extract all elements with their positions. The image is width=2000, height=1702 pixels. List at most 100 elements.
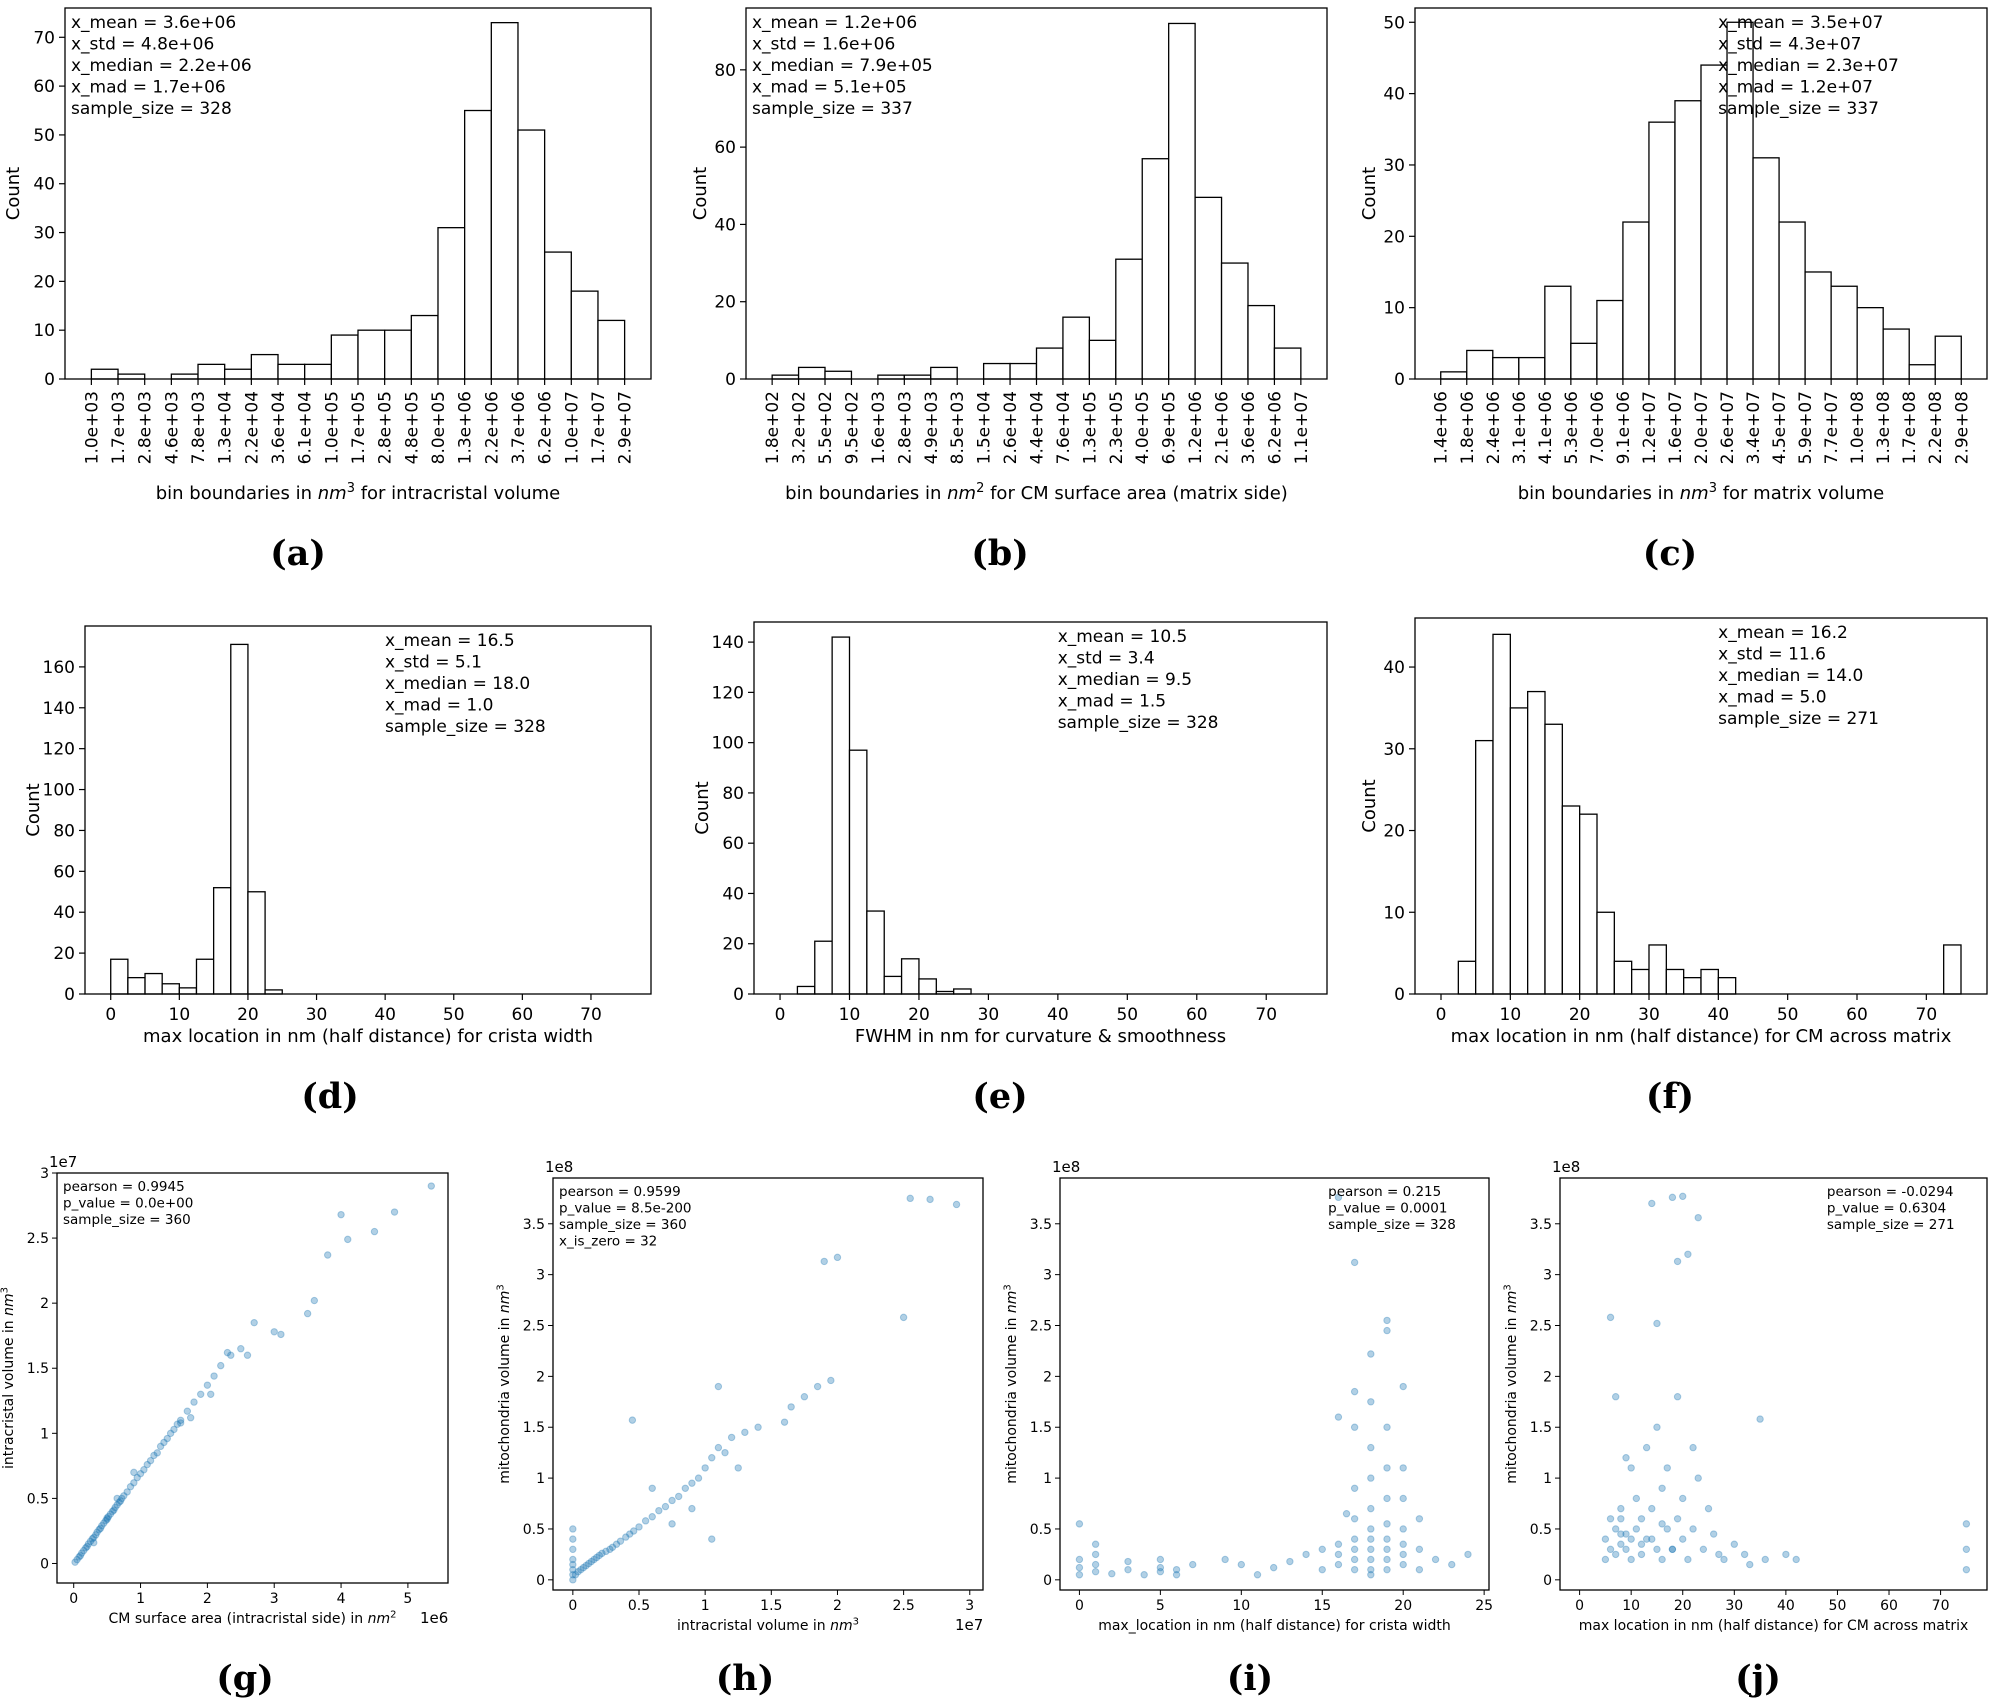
scatter-crista-width-vs-mitochondria-volume: 0 5 10 15 20 25 0 0.5 1 1.5 2 2.5 3 3.5 max_location i… bbox=[1002, 1158, 1493, 1634]
y-tick-label: 100 bbox=[43, 781, 75, 801]
histogram-bar bbox=[1908, 364, 1936, 380]
y-tick-label: 1 bbox=[536, 1471, 545, 1487]
x-tick-label: 20 bbox=[1394, 1598, 1412, 1614]
scatter-point bbox=[787, 1403, 795, 1411]
histogram-bar bbox=[831, 636, 851, 995]
scatter-point bbox=[1399, 1560, 1407, 1569]
histogram-bar bbox=[90, 368, 119, 380]
y-axis-label: Count bbox=[1359, 167, 1380, 220]
x-tick-label: 1 bbox=[136, 1591, 145, 1607]
x-tick-label: 5.3e+06 bbox=[1562, 391, 1582, 464]
scatter-point bbox=[1399, 1464, 1407, 1472]
scatter-point bbox=[130, 1479, 138, 1487]
scatter-point bbox=[1648, 1199, 1656, 1208]
scatter-point bbox=[780, 1418, 789, 1426]
scatter-point bbox=[166, 1429, 175, 1438]
x-tick-label: 60 bbox=[512, 1005, 534, 1025]
scatter-point bbox=[1237, 1560, 1246, 1569]
scatter-point bbox=[612, 1540, 621, 1548]
y-tick-label: 0.5 bbox=[1530, 1522, 1552, 1538]
y-tick-label: 1 bbox=[1543, 1471, 1552, 1487]
stats-line: x_median = 14.0 bbox=[1718, 666, 1863, 686]
histogram-bar bbox=[1509, 707, 1529, 995]
x-tick-label: 30 bbox=[978, 1005, 1000, 1025]
scatter-point bbox=[1318, 1545, 1326, 1554]
x-tick-label: 3.1e+06 bbox=[1510, 391, 1530, 464]
histogram-bar bbox=[1804, 271, 1832, 380]
x-tick-label: 4.0e+05 bbox=[1133, 391, 1153, 464]
x-axis-label: CM surface area (intracristal side) in n… bbox=[109, 1609, 397, 1627]
x-tick-label: 3.4e+07 bbox=[1744, 391, 1764, 464]
x-tick-label: 1.6e+07 bbox=[1666, 391, 1686, 464]
histogram-bar bbox=[1934, 335, 1962, 380]
caption-j: (j) bbox=[1735, 1658, 1781, 1699]
scatter-point bbox=[1383, 1464, 1391, 1472]
x-tick-label: 8.0e+05 bbox=[429, 391, 449, 464]
scatter-point bbox=[1679, 1494, 1687, 1503]
scatter-point bbox=[1342, 1510, 1351, 1518]
y-tick-label: 80 bbox=[714, 61, 736, 81]
y-tick-label: 160 bbox=[43, 658, 75, 678]
stats-line: x_mean = 3.5e+07 bbox=[1718, 13, 1883, 33]
x-tick-label: 70 bbox=[1255, 1005, 1277, 1025]
histogram-bar bbox=[224, 368, 252, 380]
scatter-point bbox=[1617, 1515, 1625, 1523]
scatter-point bbox=[1415, 1515, 1424, 1523]
scatter-point bbox=[186, 1413, 195, 1422]
scatter-point bbox=[1740, 1550, 1749, 1559]
scatter-point bbox=[1399, 1494, 1407, 1503]
scatter-point bbox=[197, 1390, 205, 1398]
stats-line: sample_size = 337 bbox=[752, 99, 913, 119]
scatter-point bbox=[1673, 1393, 1682, 1401]
scatter-point bbox=[163, 1434, 171, 1443]
scatter-point bbox=[661, 1502, 670, 1511]
histogram-bar bbox=[1943, 944, 1962, 995]
scatter-point bbox=[571, 1571, 580, 1579]
histogram-bar bbox=[1115, 258, 1143, 380]
scatter-point bbox=[1658, 1555, 1666, 1564]
stats-line: pearson = -0.0294 bbox=[1827, 1184, 1954, 1200]
scatter-point bbox=[1704, 1504, 1713, 1513]
scatter-point bbox=[190, 1398, 198, 1406]
histogram-bar bbox=[1674, 100, 1702, 380]
y-tick-label: 2.5 bbox=[1030, 1319, 1052, 1335]
histogram-bar bbox=[195, 958, 215, 995]
y-tick-label: 1.5 bbox=[1530, 1420, 1552, 1436]
scatter-point bbox=[1415, 1545, 1424, 1554]
x-tick-label: 1.2e+07 bbox=[1640, 391, 1660, 464]
x-tick-label: 2.2e+08 bbox=[1926, 391, 1946, 464]
scatter-point bbox=[1606, 1313, 1615, 1322]
scatter-point bbox=[1653, 1423, 1661, 1431]
scatter-point bbox=[113, 1501, 121, 1509]
x-tick-label: 30 bbox=[1725, 1598, 1743, 1614]
x-tick-label: 0 bbox=[105, 1005, 116, 1025]
y-tick-label: 3 bbox=[1543, 1268, 1552, 1284]
scatter-point bbox=[1653, 1545, 1661, 1554]
x-tick-label: 30 bbox=[306, 1005, 328, 1025]
histogram-bar bbox=[1648, 944, 1667, 995]
x-tick-label: 6.1e+04 bbox=[296, 391, 316, 464]
y-tick-label: 60 bbox=[53, 862, 75, 882]
x-tick-label: 9.1e+06 bbox=[1614, 391, 1634, 464]
scatter-point bbox=[800, 1393, 809, 1401]
scatter-point bbox=[1632, 1494, 1641, 1503]
x-tick-label: 70 bbox=[580, 1005, 602, 1025]
scatter-point bbox=[133, 1473, 141, 1482]
y-tick-label: 0 bbox=[40, 1556, 49, 1572]
y-axis-label: Count bbox=[692, 781, 713, 834]
scatter-point bbox=[1383, 1520, 1391, 1528]
stats-line: x_median = 2.2e+06 bbox=[71, 56, 252, 76]
scatter-point bbox=[1221, 1555, 1229, 1564]
stats-line: x_std = 4.8e+06 bbox=[71, 35, 214, 55]
histogram-bar bbox=[1466, 349, 1494, 380]
x-tick-label: 2.4e+06 bbox=[1484, 391, 1504, 464]
y-tick-label: 20 bbox=[1383, 822, 1405, 842]
scatter-point bbox=[1642, 1443, 1651, 1452]
y-tick-label: 3 bbox=[536, 1268, 545, 1284]
scatter-point bbox=[1694, 1213, 1702, 1222]
x-tick-label: 4.1e+06 bbox=[1536, 391, 1556, 464]
caption-d: (d) bbox=[301, 1076, 359, 1117]
y-tick-label: 3.5 bbox=[523, 1217, 545, 1233]
stats-line: sample_size = 328 bbox=[71, 99, 232, 119]
